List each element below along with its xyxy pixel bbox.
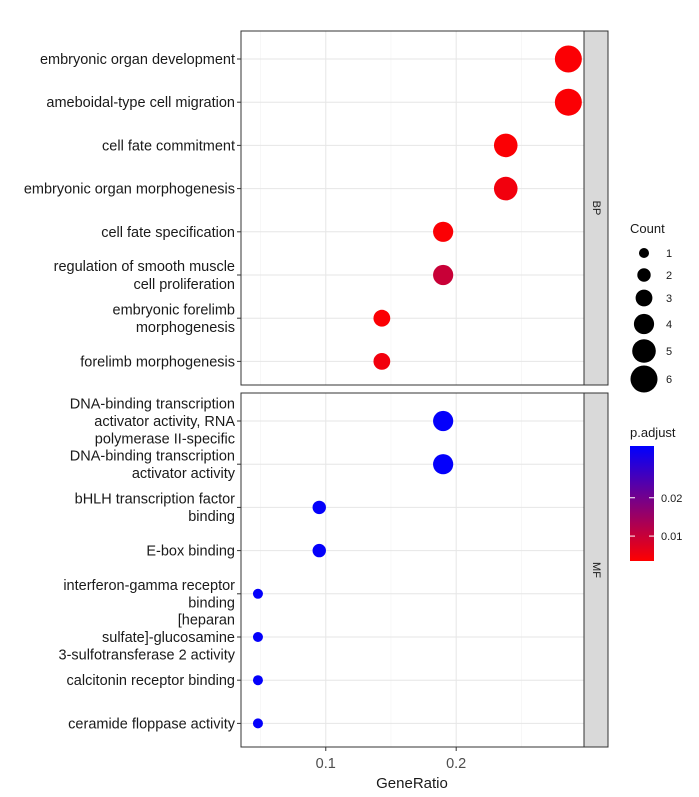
y-tick-label: calcitonin receptor binding <box>67 673 235 689</box>
x-axis: GeneRatio 0.1 0.2 <box>316 747 466 792</box>
data-point <box>433 264 454 286</box>
y-tick-label: embryonic organ development <box>40 52 235 68</box>
facet-strip-label: MF <box>590 562 602 578</box>
x-axis-title: GeneRatio <box>376 775 448 792</box>
size-legend-key <box>632 339 656 363</box>
size-legend-key <box>635 289 653 307</box>
y-tick-label: DNA-binding transcription activator activ… <box>70 448 236 482</box>
x-tick-label: 0.1 <box>316 756 336 772</box>
size-legend-key <box>633 313 655 335</box>
y-tick-label: cell fate commitment <box>102 138 235 154</box>
y-tick-label: cell fate specification <box>101 225 235 241</box>
color-legend-label: 0.01 <box>661 531 682 543</box>
y-tick-label: [heparan sulfate]-glucosamine 3-sulfotrans… <box>59 612 236 663</box>
data-point <box>373 353 391 370</box>
y-tick-label: DNA-binding transcription activator activ… <box>70 396 236 447</box>
facet-strip <box>583 30 609 386</box>
size-legend-label: 4 <box>666 319 672 331</box>
color-legend-label: 0.02 <box>661 493 682 505</box>
data-point <box>493 133 518 158</box>
size-legend-label: 2 <box>666 270 672 282</box>
size-legend-key <box>630 365 658 393</box>
legend: Count p.adjust 1 2 3 4 5 6 0.01 0.02 <box>630 221 682 561</box>
size-legend-key <box>639 248 649 258</box>
data-point <box>312 543 326 558</box>
y-tick-label: embryonic forelimb morphogenesis <box>113 302 236 336</box>
facet-strip-label: BP <box>590 201 602 216</box>
panels: embryonic organ development ameboidal-typ… <box>24 30 609 748</box>
y-tick-label: regulation of smooth muscle cell prolifer… <box>54 259 235 293</box>
size-legend-title: Count <box>630 221 665 236</box>
data-point <box>252 588 263 599</box>
data-point <box>554 88 582 116</box>
data-point <box>433 221 454 242</box>
data-point <box>252 632 263 642</box>
size-legend-label: 6 <box>666 374 672 386</box>
y-tick-label: E-box binding <box>146 544 235 560</box>
color-legend-bar <box>630 446 654 561</box>
data-point <box>373 309 391 327</box>
data-point <box>312 500 326 515</box>
panel-mf: DNA-binding transcription activator activ… <box>59 392 609 748</box>
y-tick-label: forelimb morphogenesis <box>80 354 235 370</box>
y-tick-label: ceramide floppase activity <box>68 716 236 732</box>
panel-bp: embryonic organ development ameboidal-typ… <box>24 30 609 386</box>
y-tick-label: interferon-gamma receptor binding <box>63 578 235 612</box>
size-legend-label: 5 <box>666 346 672 358</box>
data-point <box>554 45 582 73</box>
data-point <box>433 410 454 432</box>
size-legend-key <box>637 268 651 282</box>
size-legend-label: 1 <box>666 248 672 260</box>
data-point <box>493 176 518 201</box>
y-tick-label: embryonic organ morphogenesis <box>24 182 235 198</box>
y-tick-label: ameboidal-type cell migration <box>46 95 235 111</box>
size-legend-label: 3 <box>666 293 672 305</box>
data-point <box>252 675 263 686</box>
panel-background <box>241 31 584 385</box>
panel-background <box>241 393 584 747</box>
data-point <box>433 454 454 475</box>
facet-strip <box>583 392 609 748</box>
color-legend-title: p.adjust <box>630 425 676 440</box>
x-tick-label: 0.2 <box>446 756 466 772</box>
y-tick-label: bHLH transcription factor binding <box>75 492 236 526</box>
data-point <box>252 718 263 729</box>
